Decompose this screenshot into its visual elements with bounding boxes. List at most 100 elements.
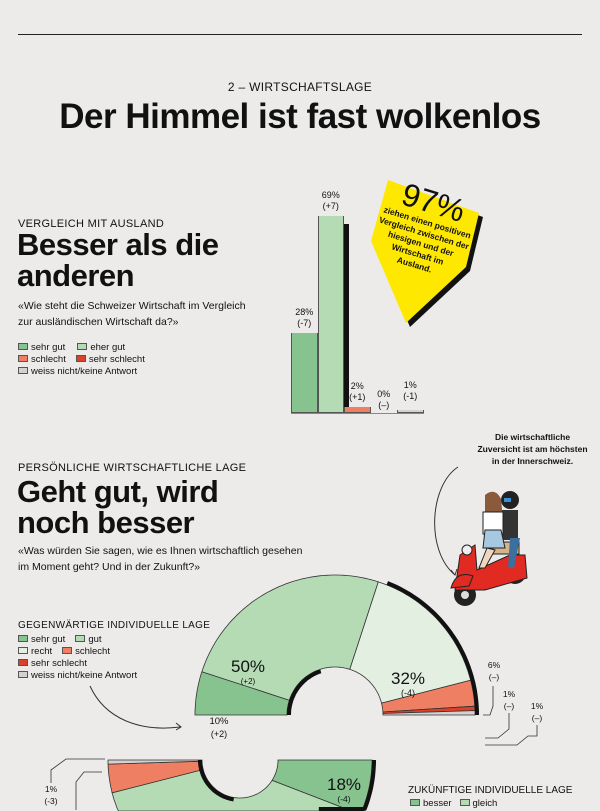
legend-item: schlecht xyxy=(18,354,66,365)
legend-swatch xyxy=(18,659,28,666)
bar-change: (-1) xyxy=(403,391,418,401)
legend-item: sehr schlecht xyxy=(75,354,145,365)
donut-change: (–) xyxy=(489,672,500,682)
bar-change: (-7) xyxy=(297,318,312,329)
legend-item: sehr gut xyxy=(18,634,65,645)
legend-label: recht xyxy=(31,646,53,657)
leader-line xyxy=(483,686,494,716)
legend-item: sehr schlecht xyxy=(18,658,87,669)
note-line: in der Innerschweiz. xyxy=(491,456,574,466)
bar-value: 2% xyxy=(350,381,364,392)
legend-label: sehr schlecht xyxy=(88,354,145,365)
legend-label: schlecht xyxy=(31,354,66,365)
legend-label: schlecht xyxy=(75,646,110,657)
legend-swatch xyxy=(459,799,470,806)
ausland-title: Besser als die anderen xyxy=(17,229,219,291)
legend-label: sehr gut xyxy=(31,634,66,645)
bar-schlecht xyxy=(344,407,371,413)
donut-change: (–) xyxy=(532,713,543,723)
future-inner-accent-arc xyxy=(198,760,235,802)
donut-label: 1% xyxy=(503,689,516,699)
bar-value: 1% xyxy=(403,380,417,390)
legend-label: weiss nicht/keine Antwort xyxy=(31,670,138,681)
title-line: noch besser xyxy=(17,505,195,540)
bar-change: (–) xyxy=(378,400,390,410)
bar-label: 0% (–) xyxy=(371,389,398,411)
future-title: ZUKÜNFTIGE INDIVIDUELLE LAGE xyxy=(408,785,573,796)
donut-inner-accent-arc xyxy=(287,669,322,715)
legend-item: eher gut xyxy=(77,342,125,353)
bar-weiss-nicht-keine-antwort xyxy=(397,410,424,413)
arrow-head-icon xyxy=(450,568,458,577)
donut-change: (+2) xyxy=(241,677,256,686)
persoenlich-title: Geht gut, wird noch besser xyxy=(17,474,219,540)
legend-item: weiss nicht/keine Antwort xyxy=(18,366,137,377)
future-accent-arc xyxy=(318,760,376,811)
donut-label: 10% xyxy=(209,716,229,727)
bar-chart: 28% (-7) 69% (+7) 2% (+1) 0% (–) 1% (-1) xyxy=(291,190,424,414)
ausland-question: «Wie steht die Schweizer Wirtschaft im V… xyxy=(18,298,246,330)
persoenlich-question: «Was würden Sie sagen, wie es Ihnen wirt… xyxy=(18,543,302,575)
note-line: Die wirtschaftliche xyxy=(494,432,571,442)
future-change: (-4) xyxy=(337,794,350,804)
legend-item: sehr gut xyxy=(18,342,65,353)
legend-swatch xyxy=(18,635,28,642)
future-label: 18% xyxy=(327,775,361,794)
bar-eher-gut xyxy=(317,216,344,413)
legend-label: sehr schlecht xyxy=(31,658,87,669)
title-line: Besser als die xyxy=(17,227,219,262)
donut-accent-arc xyxy=(386,581,479,715)
donut-label: 1% xyxy=(531,701,544,711)
bar-label: 2% (+1) xyxy=(344,381,371,403)
question-line: «Was würden Sie sagen, wie es Ihnen wirt… xyxy=(18,545,303,557)
bar-baseline xyxy=(291,413,424,414)
question-line: im Moment geht? Und in der Zukunft?» xyxy=(18,561,201,573)
future-change: (-3) xyxy=(44,796,57,806)
region-note: Die wirtschaftliche Zuversicht ist am höc… xyxy=(465,431,600,467)
bar-label: 69% (+7) xyxy=(318,190,345,212)
legend-swatch xyxy=(18,355,28,362)
legend-swatch xyxy=(18,343,28,350)
riders-icon xyxy=(478,491,520,569)
legend-item: gut xyxy=(75,634,102,645)
title-line: Geht gut, wird xyxy=(17,474,219,509)
legend-label: weiss nicht/keine Antwort xyxy=(31,366,138,377)
donut-label: 32% xyxy=(391,669,425,688)
legend-swatch xyxy=(18,671,28,678)
top-rule xyxy=(18,34,582,35)
title-line: anderen xyxy=(17,258,135,293)
bar-label: 1% (-1) xyxy=(397,380,424,402)
question-line: «Wie steht die Schweizer Wirtschaft im V… xyxy=(18,300,246,312)
future-label: 1% xyxy=(45,784,58,794)
bar-sehr-gut xyxy=(291,333,318,413)
donut-label: 6% xyxy=(488,660,501,670)
page-title: Der Himmel ist fast wolkenlos xyxy=(59,97,541,136)
legend-swatch xyxy=(75,635,86,642)
bar-value: 0% xyxy=(377,389,391,399)
bar-value: 28% xyxy=(295,307,314,318)
badge-97 xyxy=(371,180,483,327)
ausland-legend: sehr gut eher gut schlecht sehr schlecht w… xyxy=(18,342,145,378)
legend-item: recht xyxy=(18,646,52,657)
legend-label: besser xyxy=(423,798,452,809)
legend-swatch xyxy=(75,355,86,362)
bar-label: 28% (-7) xyxy=(291,307,318,329)
bar-change: (+7) xyxy=(322,201,339,211)
current-title: GEGENWÄRTIGE INDIVIDUELLE LAGE xyxy=(18,620,211,631)
question-line: zur ausländischen Wirtschaft da?» xyxy=(18,316,179,328)
legend-label: gleich xyxy=(472,798,498,809)
donut-change: (+2) xyxy=(211,729,227,739)
ausland-kicker: VERGLEICH MIT AUSLAND xyxy=(18,218,165,230)
bar-value: 69% xyxy=(321,190,340,200)
scooter-illustration xyxy=(434,466,528,606)
legend-swatch xyxy=(18,647,28,654)
section-kicker: 2 – WIRTSCHAFTSLAGE xyxy=(227,80,373,94)
persoenlich-kicker: PERSÖNLICHE WIRTSCHAFTLICHE LAGE xyxy=(18,462,247,474)
donut-change: (–) xyxy=(504,701,515,711)
leader-line xyxy=(75,771,102,810)
leader-line xyxy=(485,725,538,746)
arrow-icon xyxy=(434,466,459,576)
legend-swatch xyxy=(18,367,28,374)
leader-line xyxy=(485,713,510,739)
